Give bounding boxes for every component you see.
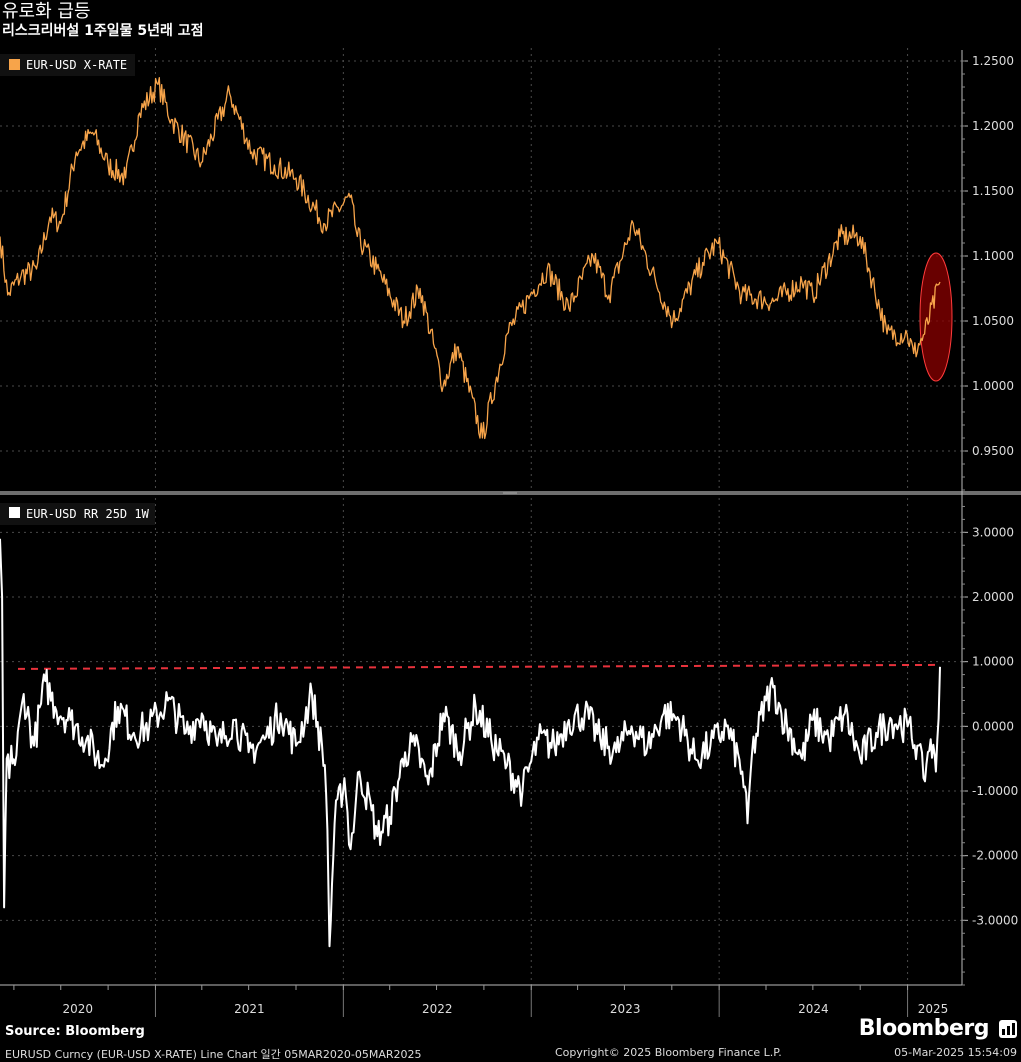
eurusd-rr-line [0, 538, 941, 948]
bottom-y-ticks: 3.0000 2.0000 1.0000 0.0000 -1.0000 -2.0000 -3… [962, 505, 1018, 986]
top-tick-label: 0.9500 [972, 444, 1014, 458]
footer-timestamp: 05-Mar-2025 15:54:09 [894, 1046, 1017, 1059]
bloomberg-logo-icon [999, 1020, 1017, 1038]
top-y-ticks: 1.2500 1.2000 1.1500 1.1000 1.0500 1.0000 0.95… [962, 54, 1014, 491]
bottom-tick-label: 0.0000 [972, 719, 1014, 733]
page-title: 유로화 급등 [2, 1, 91, 22]
eurusd-spot-line [0, 77, 941, 440]
top-tick-label: 1.2000 [972, 119, 1014, 133]
x-tick-label: 2023 [610, 1002, 641, 1016]
legend-label-rr: EUR-USD RR 25D 1W [26, 507, 150, 521]
top-tick-label: 1.0000 [972, 379, 1014, 393]
bottom-tick-label: 2.0000 [972, 590, 1014, 604]
legend-spot: EUR-USD X-RATE [0, 54, 135, 76]
source-label: Source: Bloomberg [5, 1024, 145, 1039]
highlight-ellipse [919, 252, 953, 382]
bottom-tick-label: -2.0000 [972, 849, 1018, 863]
top-tick-label: 1.0500 [972, 314, 1014, 328]
bottom-tick-label: 1.0000 [972, 655, 1014, 669]
x-tick-label: 2024 [798, 1002, 829, 1016]
bottom-tick-label: 3.0000 [972, 525, 1014, 539]
legend-swatch-rr [9, 507, 20, 518]
page-subtitle: 리스크리버설 1주일물 5년래 고점 [2, 23, 204, 39]
legend-rr: EUR-USD RR 25D 1W [0, 503, 155, 525]
top-tick-label: 1.1000 [972, 249, 1014, 263]
footer-copyright: Copyright© 2025 Bloomberg Finance L.P. [555, 1046, 782, 1059]
x-tick-label: 2022 [422, 1002, 453, 1016]
top-tick-label: 1.2500 [972, 54, 1014, 68]
footer-ticker: EURUSD Curncy (EUR-USD X-RATE) Line Char… [5, 1048, 422, 1061]
x-ticks: 2020 2021 2022 2023 2024 2025 [13, 985, 949, 1017]
x-tick-label: 2021 [234, 1002, 265, 1016]
x-tick-label: 2020 [62, 1002, 93, 1016]
top-tick-label: 1.1500 [972, 184, 1014, 198]
top-panel-grid [0, 60, 962, 452]
legend-swatch-spot [9, 59, 20, 70]
x-gridlines [154, 48, 909, 985]
reference-line [17, 663, 939, 670]
bottom-tick-label: -3.0000 [972, 913, 1018, 927]
x-tick-label: 2025 [918, 1002, 949, 1016]
legend-label-spot: EUR-USD X-RATE [26, 58, 127, 72]
bloomberg-logo: Bloomberg [858, 1016, 990, 1041]
bottom-tick-label: -1.0000 [972, 784, 1018, 798]
